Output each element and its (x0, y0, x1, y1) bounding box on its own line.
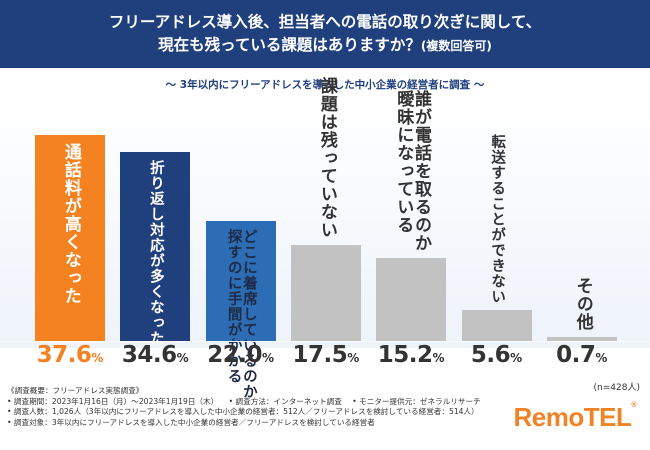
bar-7 (546, 337, 617, 341)
value-unit-6: % (510, 351, 523, 365)
bar-label-2: 折り返し対応が多くなった (147, 159, 164, 346)
value-label-1: 37.6% (35, 342, 105, 368)
value-label-3: 22.0% (206, 342, 276, 368)
bar-4 (290, 245, 361, 341)
value-number-6: 5.6 (470, 342, 511, 368)
bar-label-7: その他 (572, 277, 593, 332)
logo-registered-mark: ® (631, 402, 636, 409)
value-label-2: 34.6% (120, 342, 190, 368)
bar-label-1: 通話料が高くなった (60, 143, 81, 306)
value-number-3: 22.0 (207, 342, 262, 368)
chart-title-banner: フリーアドレス導入後、担当者への電話の取り次ぎに関して、 現在も残っている課題は… (0, 0, 650, 68)
bar-label-6: 転送することができない (489, 133, 506, 305)
title-question: 現在も残っている課題はありますか？ (158, 36, 421, 54)
notes-count: • 調査人数：1,026人（3年以内にフリーアドレスを導入した中小企業の経営者：… (7, 407, 479, 417)
survey-notes: 《調査概要：フリーアドレス実態調査》 • 調査期間：2023年1月16日（月）〜… (7, 386, 527, 428)
notes-method: • 調査方法：インターネット調査 (228, 396, 342, 406)
value-label-5: 15.2% (376, 342, 446, 368)
bar-label-5: 誰が電話を取るのか 曖昧になっている (393, 89, 432, 252)
notes-row-1: • 調査期間：2023年1月16日（月）〜2023年1月19日（木） • 調査方… (7, 397, 527, 408)
sample-size-label: (n=428人) (593, 383, 640, 393)
value-number-5: 15.2 (377, 342, 433, 368)
bar-label-4: 課題は残っていない (316, 77, 337, 240)
value-unit-4: % (347, 351, 360, 365)
notes-provider: • モニター提供元：ゼネラルリサーチ (352, 396, 481, 406)
notes-target: • 調査対象：3年以内にフリーアドレスを導入した中小企業の経営者／フリーアドレス… (7, 417, 375, 427)
title-note: (複数回答可) (420, 39, 492, 53)
value-unit-2: % (176, 351, 189, 365)
remotel-logo: RemoTEL® (513, 402, 636, 433)
bar-5 (376, 257, 447, 341)
bar-2 (120, 151, 191, 341)
x-axis-baseline (0, 341, 650, 342)
value-label-7: 0.7% (547, 342, 617, 368)
notes-title: 《調査概要：フリーアドレス実態調査》 (7, 386, 144, 395)
logo-text: RemoTEL (513, 402, 632, 432)
value-unit-1: % (91, 351, 104, 365)
value-unit-7: % (595, 351, 608, 365)
title-line-1: フリーアドレス導入後、担当者への電話の取り次ぎに関して、 (108, 13, 542, 31)
value-unit-3: % (261, 351, 274, 365)
value-number-7: 0.7 (556, 342, 596, 368)
value-label-4: 17.5% (291, 342, 361, 368)
value-label-6: 5.6% (462, 342, 532, 368)
title-line-2: 現在も残っている課題はありますか？(複数回答可) (0, 34, 650, 58)
value-unit-5: % (432, 351, 445, 365)
value-number-2: 34.6 (121, 342, 177, 368)
survey-subtitle: ～ 3年以内にフリーアドレスを導入した中小企業の経営者に調査 ～ (165, 79, 485, 91)
value-number-4: 17.5 (292, 342, 348, 368)
notes-period: • 調査期間：2023年1月16日（月）〜2023年1月19日（木） (7, 396, 219, 406)
bar-label-3: どこに着席しているのか 探すのに手間がかかる (225, 228, 257, 400)
bar-3 (205, 220, 276, 341)
value-number-1: 37.6 (36, 342, 92, 368)
bar-6 (461, 310, 532, 341)
bar-1 (35, 135, 105, 341)
